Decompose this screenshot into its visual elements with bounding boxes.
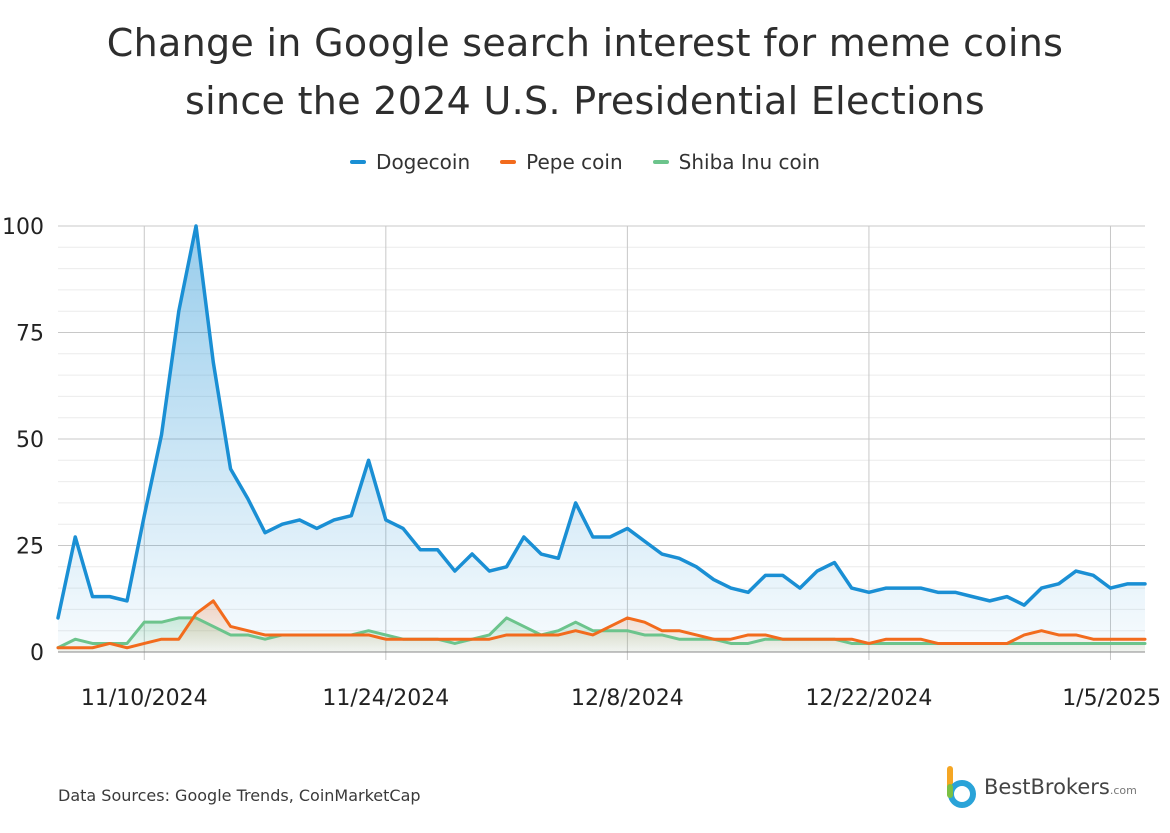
- legend-item-dogecoin[interactable]: Dogecoin: [350, 150, 470, 174]
- y-tick-label: 50: [16, 428, 44, 453]
- legend-label-pepe: Pepe coin: [526, 150, 623, 174]
- y-tick-label: 100: [2, 215, 44, 240]
- x-tick-label: 12/22/2024: [806, 686, 933, 711]
- series-line-dogecoin: [56, 224, 1147, 620]
- brand-domain: .com: [1109, 784, 1137, 797]
- legend: Dogecoin Pepe coin Shiba Inu coin: [0, 150, 1170, 174]
- legend-item-shiba[interactable]: Shiba Inu coin: [652, 150, 820, 174]
- y-tick-label: 0: [30, 641, 44, 666]
- chart-title-line-1: Change in Google search interest for mem…: [106, 21, 1064, 65]
- legend-label-shiba: Shiba Inu coin: [678, 150, 820, 174]
- legend-swatch-pepe: [500, 160, 517, 164]
- brand-logo[interactable]: BestBrokers.com: [944, 764, 1137, 810]
- data-source-note: Data Sources: Google Trends, CoinMarketC…: [58, 786, 421, 805]
- legend-swatch-dogecoin: [350, 160, 367, 164]
- chart-title: Change in Google search interest for mem…: [0, 14, 1170, 130]
- axis-layer: 11/10/2024 11/24/2024 12/8/2024 12/22/2024 1…: [2, 215, 1161, 711]
- x-tick-label: 11/10/2024: [81, 686, 208, 711]
- brand-name: BestBrokers.com: [984, 775, 1137, 799]
- brand-name-text: BestBrokers: [984, 775, 1110, 799]
- x-tick-label: 1/5/2025: [1062, 686, 1161, 711]
- y-tick-label: 25: [16, 535, 44, 560]
- legend-swatch-shiba: [652, 160, 669, 164]
- area-pepe-coin: [58, 600, 1145, 652]
- line-layer: [56, 224, 1147, 650]
- legend-label-dogecoin: Dogecoin: [376, 150, 471, 174]
- area-dogecoin: [58, 226, 1145, 652]
- y-tick-label: 75: [16, 322, 44, 347]
- x-tick-label: 11/24/2024: [322, 686, 449, 711]
- legend-item-pepe[interactable]: Pepe coin: [500, 150, 623, 174]
- x-tick-label: 12/8/2024: [571, 686, 684, 711]
- bestbrokers-logo-icon: [947, 766, 976, 808]
- chart-title-line-2: since the 2024 U.S. Presidential Electio…: [185, 79, 985, 123]
- series-line-pepe-coin: [56, 599, 1147, 650]
